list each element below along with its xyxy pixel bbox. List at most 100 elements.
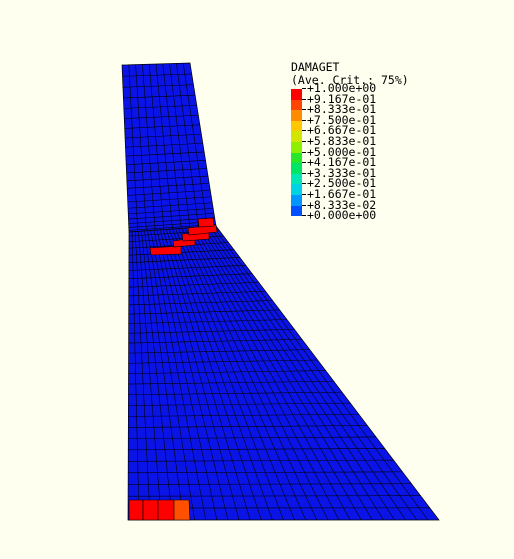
legend-tick bbox=[302, 109, 306, 111]
legend-level-label: +0.000e+00 bbox=[307, 208, 377, 223]
legend-level-label: +6.667e-01 bbox=[307, 123, 377, 138]
mesh-region bbox=[127, 225, 440, 521]
legend-tick bbox=[302, 119, 306, 121]
legend-level-label: +5.000e-01 bbox=[307, 144, 377, 159]
mesh-column-line bbox=[156, 230, 229, 521]
legend-level: +9.167e-01 bbox=[291, 92, 409, 111]
mesh-column-line bbox=[148, 64, 165, 230]
mesh-column-line bbox=[200, 226, 384, 521]
legend-level: +3.333e-01 bbox=[291, 166, 409, 185]
legend-swatch bbox=[291, 110, 302, 121]
mesh-column-line bbox=[166, 229, 262, 521]
legend-level: +5.000e-01 bbox=[291, 145, 409, 164]
damaged-element bbox=[173, 499, 191, 521]
damaged-element bbox=[157, 499, 175, 521]
mesh-column-line bbox=[159, 229, 240, 521]
legend-level: +2.500e-01 bbox=[291, 177, 409, 195]
legend-level-label: +5.833e-01 bbox=[307, 133, 377, 148]
damage-elements bbox=[128, 217, 218, 521]
legend-tick bbox=[302, 215, 306, 217]
mesh-column-line bbox=[153, 230, 218, 521]
mesh-column-line bbox=[135, 64, 147, 231]
legend-level-label: +2.500e-01 bbox=[307, 176, 377, 191]
mesh-column-line bbox=[176, 63, 199, 228]
legend-tick bbox=[302, 162, 306, 164]
legend-swatch bbox=[291, 99, 302, 111]
mesh-column-line bbox=[194, 227, 362, 521]
mesh-column-line bbox=[184, 228, 329, 521]
legend-level-label: +1.667e-01 bbox=[307, 186, 377, 201]
legend-swatch bbox=[291, 163, 302, 174]
legend-level-label: +8.333e-02 bbox=[307, 197, 377, 212]
mesh-column-line bbox=[197, 227, 373, 521]
mesh-column-line bbox=[212, 226, 429, 521]
legend-subtitle: (Ave. Crit.: 75%) bbox=[291, 73, 409, 87]
mesh-column-line bbox=[141, 231, 173, 521]
mesh-column-line bbox=[172, 228, 284, 521]
mesh-column-line bbox=[131, 231, 140, 521]
legend-tick bbox=[302, 193, 306, 195]
mesh-column-line bbox=[182, 63, 208, 227]
mesh-column-line bbox=[190, 227, 351, 521]
mesh-column-line bbox=[181, 228, 318, 521]
mesh-column-line bbox=[187, 227, 340, 521]
mesh-lower-tapered bbox=[127, 225, 440, 521]
legend-scale: +1.000e+00 +9.167e-01 +8.333e-01 +7.500e-01… bbox=[291, 82, 409, 222]
legend-swatch bbox=[291, 184, 302, 195]
mesh-column-line bbox=[178, 228, 306, 521]
legend-tick bbox=[302, 204, 306, 206]
legend-swatch bbox=[291, 173, 302, 185]
legend-level: +1.667e-01 bbox=[291, 187, 409, 206]
legend-level: +8.333e-02 bbox=[291, 198, 409, 217]
legend-swatch bbox=[291, 194, 302, 206]
mesh-column-line bbox=[169, 63, 191, 228]
legend-tick bbox=[302, 98, 306, 100]
mesh-column-line bbox=[150, 230, 207, 521]
damaged-element bbox=[128, 499, 144, 521]
mesh-column-line bbox=[162, 63, 182, 229]
legend-swatch bbox=[291, 152, 302, 164]
damaged-element bbox=[149, 245, 182, 256]
legend-title: DAMAGET bbox=[291, 60, 340, 74]
legend-swatch bbox=[291, 120, 302, 132]
legend-swatch bbox=[291, 89, 302, 100]
legend-swatch bbox=[291, 205, 302, 217]
legend-tick bbox=[302, 140, 306, 142]
mesh-column-line bbox=[169, 229, 273, 521]
damaged-element bbox=[142, 499, 159, 521]
legend-level: +7.500e-01 bbox=[291, 113, 409, 132]
legend-tick bbox=[302, 172, 306, 174]
legend-tick bbox=[302, 88, 306, 89]
legend-tick bbox=[302, 183, 306, 185]
legend-level: +8.333e-01 bbox=[291, 103, 409, 121]
legend-level-label: +1.000e+00 bbox=[307, 81, 377, 95]
contour-legend: DAMAGET (Ave. Crit.: 75%) +1.000e+00 +9.1… bbox=[291, 60, 409, 222]
mesh-upper-column bbox=[121, 62, 217, 233]
legend-level-label: +9.167e-01 bbox=[307, 91, 377, 106]
mesh-column-line bbox=[134, 231, 151, 521]
legend-tick bbox=[302, 151, 306, 153]
legend-level: +5.833e-01 bbox=[291, 134, 409, 153]
mesh-column-line bbox=[206, 226, 406, 521]
legend-level-label: +3.333e-01 bbox=[307, 165, 377, 180]
mesh-column-line bbox=[203, 226, 395, 521]
legend-level-label: +7.500e-01 bbox=[307, 112, 377, 127]
legend-level: +1.000e+00 bbox=[291, 82, 409, 100]
mesh-column-line bbox=[128, 64, 138, 232]
mesh-column-line bbox=[209, 226, 418, 521]
legend-swatch bbox=[291, 131, 302, 142]
mesh-column-line bbox=[155, 63, 173, 230]
legend-level: +4.167e-01 bbox=[291, 156, 409, 174]
mesh-region bbox=[121, 62, 217, 233]
legend-swatch bbox=[291, 141, 302, 153]
legend-level-label: +8.333e-01 bbox=[307, 102, 377, 117]
damaged-element bbox=[197, 217, 215, 228]
mesh-column-line bbox=[142, 64, 156, 231]
legend-level: +6.667e-01 bbox=[291, 124, 409, 142]
mesh-column-line bbox=[144, 230, 184, 521]
mesh-column-line bbox=[138, 231, 162, 521]
mesh-column-line bbox=[147, 230, 195, 521]
legend-tick bbox=[302, 130, 306, 132]
